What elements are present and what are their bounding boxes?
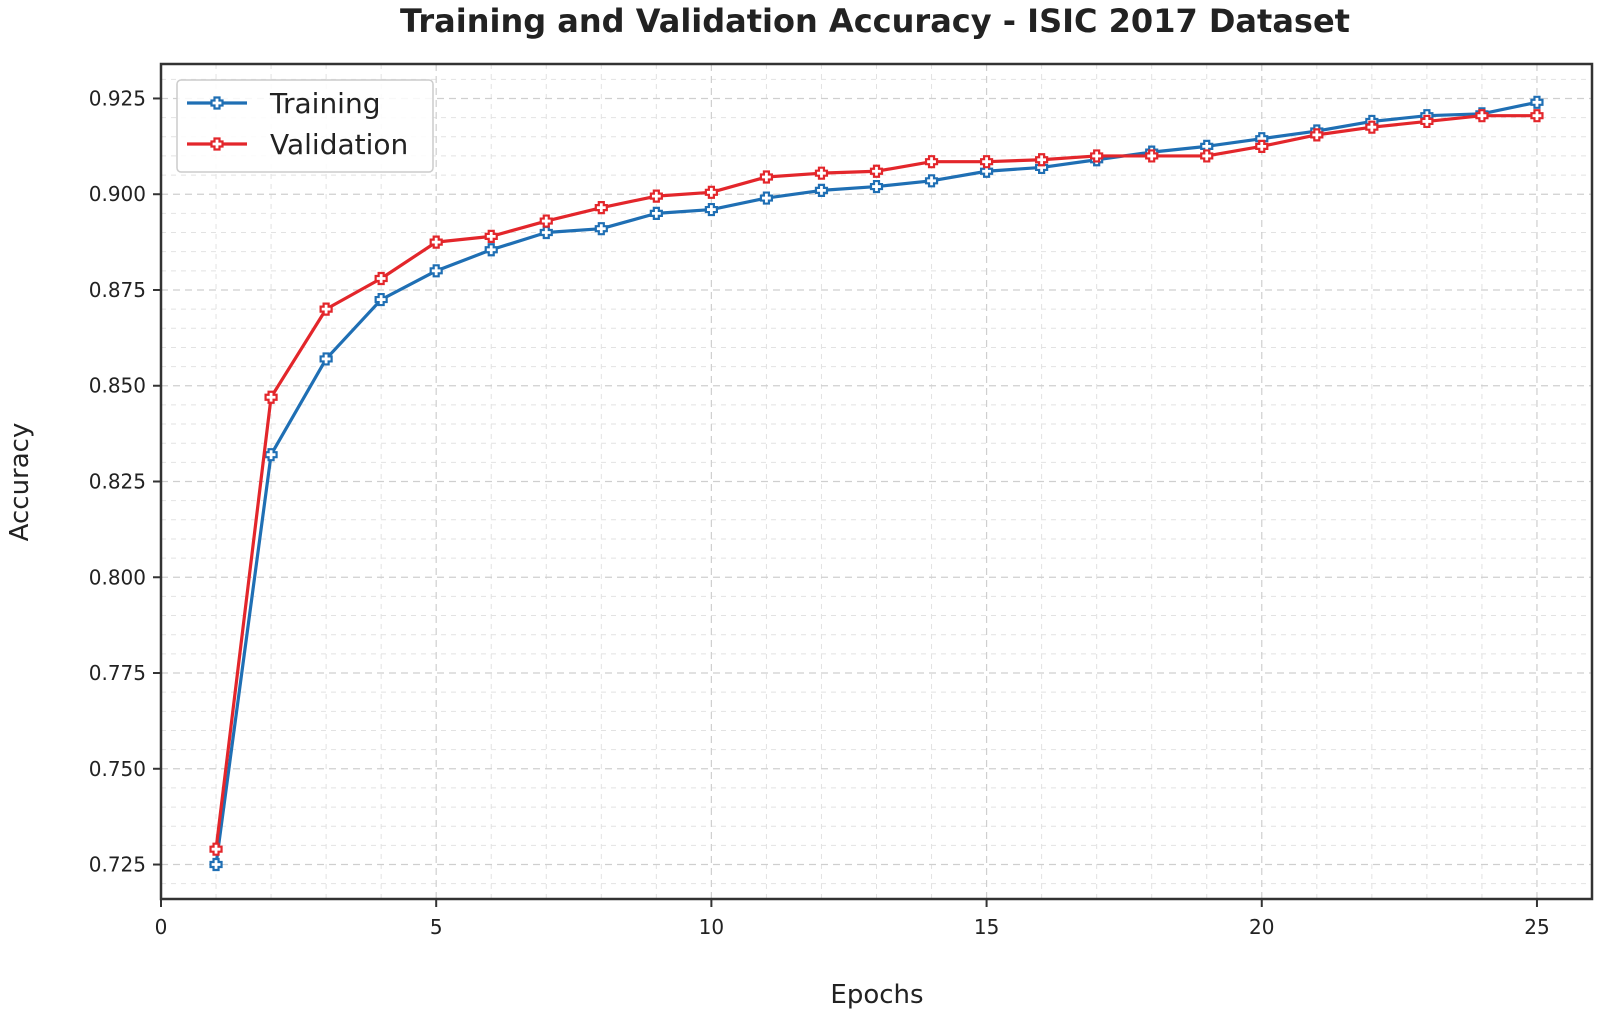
- training-point: [374, 292, 388, 307]
- training-point: [649, 206, 663, 220]
- validation-point: [319, 302, 333, 316]
- validation-point: [1365, 120, 1379, 134]
- legend: Training Validation: [176, 79, 434, 173]
- validation-point: [374, 271, 388, 286]
- validation-point: [1145, 149, 1159, 163]
- validation-point: [1475, 109, 1489, 123]
- validation-point: [1090, 149, 1104, 163]
- validation-point: [594, 201, 608, 215]
- training-point: [704, 202, 718, 217]
- x-tick-label: 5: [430, 915, 443, 939]
- training-point: [209, 857, 223, 872]
- legend-marker-validation: [210, 137, 224, 151]
- validation-point: [429, 235, 443, 249]
- y-tick-label: 0.800: [89, 565, 146, 589]
- x-tick-label: 20: [1249, 915, 1274, 939]
- training-point: [1530, 95, 1544, 109]
- training-point: [924, 174, 939, 188]
- y-tick-label: 0.925: [89, 86, 146, 110]
- x-tick-label: 25: [1524, 915, 1549, 939]
- validation-point: [1200, 149, 1214, 163]
- training-point: [979, 164, 994, 178]
- training-point: [759, 191, 774, 205]
- chart-title: Training and Validation Accuracy - ISIC …: [400, 2, 1350, 40]
- validation-point: [484, 229, 498, 243]
- y-tick-label: 0.850: [89, 374, 146, 398]
- validation-point: [924, 155, 939, 169]
- validation-point: [1420, 114, 1434, 129]
- validation-point: [264, 390, 278, 404]
- validation-point: [209, 842, 223, 856]
- legend-marker-training: [210, 96, 224, 110]
- y-tick-label: 0.750: [89, 757, 146, 781]
- validation-point: [649, 189, 663, 203]
- validation-point: [1035, 153, 1049, 167]
- x-tick-label: 10: [699, 915, 724, 939]
- training-point: [539, 225, 553, 240]
- validation-point: [759, 170, 774, 184]
- validation-point: [814, 166, 829, 180]
- validation-point: [979, 155, 994, 169]
- y-tick-label: 0.825: [89, 470, 146, 494]
- series-layer: [209, 95, 1544, 872]
- series-validation: [209, 109, 1544, 856]
- x-tick-label: 15: [974, 915, 999, 939]
- training-point: [319, 352, 333, 366]
- training-point: [814, 183, 829, 197]
- y-tick-label: 0.900: [89, 182, 146, 206]
- x-tick-label: 0: [155, 915, 168, 939]
- validation-point: [869, 164, 884, 178]
- training-point: [429, 264, 443, 278]
- x-axis-label: Epochs: [830, 980, 923, 1010]
- y-tick-label: 0.725: [89, 853, 146, 877]
- validation-point: [539, 214, 553, 228]
- grid: [160, 64, 1592, 899]
- y-tick-label: 0.875: [89, 278, 146, 302]
- y-axis-label: Accuracy: [5, 423, 35, 542]
- legend-label-training: Training: [269, 87, 380, 120]
- training-point: [869, 179, 884, 194]
- training-point: [484, 243, 498, 257]
- training-point: [594, 222, 608, 236]
- validation-point: [1530, 109, 1544, 123]
- validation-point: [1255, 139, 1269, 153]
- validation-point: [1310, 128, 1324, 142]
- axes: 0 5 10 15 20 25 0.725 0.750 0.775 0.800 0.825 0.850…: [89, 86, 1550, 939]
- validation-point: [704, 185, 718, 199]
- legend-label-validation: Validation: [270, 128, 408, 161]
- y-tick-label: 0.775: [89, 661, 146, 685]
